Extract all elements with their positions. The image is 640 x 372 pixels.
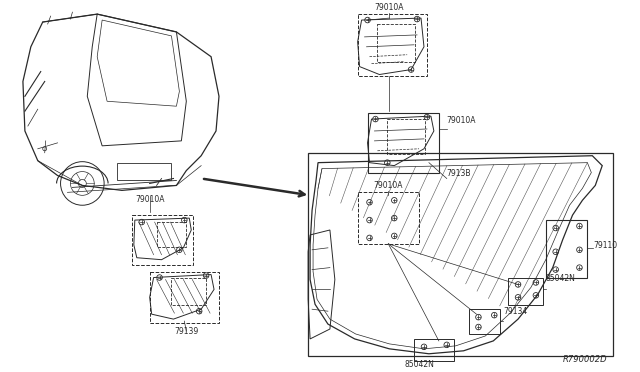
Text: 79010A: 79010A [374,3,404,12]
Bar [358,14,427,76]
Text: 79134: 79134 [503,307,527,316]
Text: 7913B: 7913B [447,169,471,177]
Text: 79010A: 79010A [374,182,403,190]
Text: 79010A: 79010A [447,116,476,125]
Bar [508,278,543,305]
Bar [414,339,454,361]
Text: 79139: 79139 [174,327,198,336]
Bar [546,220,588,278]
Bar [308,153,613,356]
Bar [367,113,439,173]
Text: R790002D: R790002D [563,355,607,364]
Bar [117,163,172,180]
Text: 85042N: 85042N [546,275,575,283]
Bar [150,272,219,323]
Text: 85042N: 85042N [404,360,434,369]
Bar [132,215,193,264]
Bar [387,119,425,154]
Bar [358,192,419,244]
Bar [468,309,500,334]
Bar [157,222,186,247]
Text: 79010A: 79010A [135,195,164,204]
Bar [378,24,415,62]
Bar [172,278,206,305]
Text: 79110: 79110 [593,241,618,250]
